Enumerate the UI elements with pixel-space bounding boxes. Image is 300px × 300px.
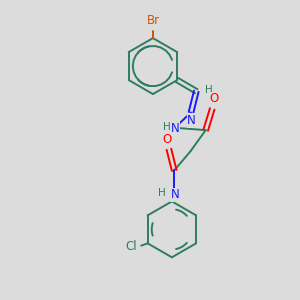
Text: N: N <box>171 122 180 135</box>
Text: H: H <box>158 188 166 198</box>
Text: H: H <box>163 122 170 132</box>
Text: H: H <box>205 85 212 95</box>
Text: Cl: Cl <box>126 240 137 253</box>
Text: N: N <box>170 188 179 201</box>
Text: Br: Br <box>146 14 160 27</box>
Text: O: O <box>163 133 172 146</box>
Text: O: O <box>209 92 218 105</box>
Text: N: N <box>187 114 196 127</box>
